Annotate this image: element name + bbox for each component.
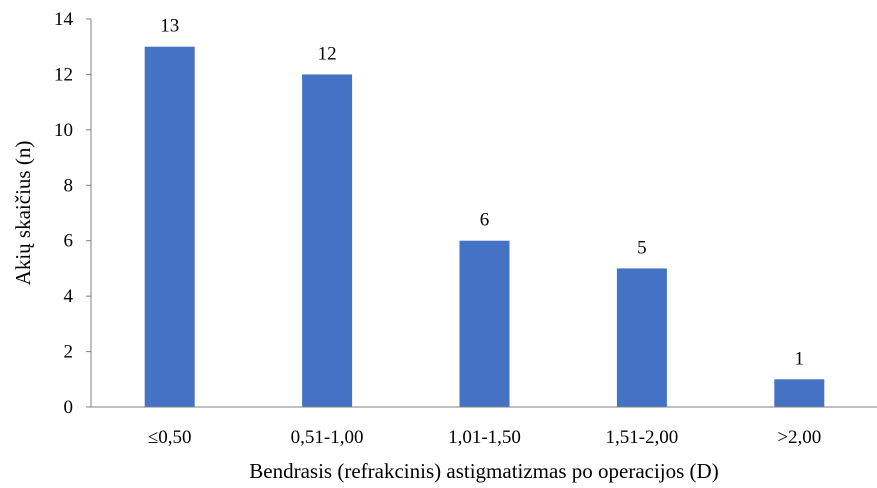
y-axis-ticks: 0 2 4 6 8 10 12 14: [54, 9, 91, 418]
bars: [144, 46, 825, 407]
y-tick-label: 2: [64, 342, 74, 363]
x-category-label: ≤0,50: [148, 427, 192, 448]
bar-data-label: 6: [480, 210, 490, 231]
x-axis-categories: ≤0,50 0,51-1,00 1,01-1,50 1,51-2,00 >2,00: [148, 427, 821, 448]
data-labels: 13 12 6 5 1: [160, 16, 804, 370]
y-tick-label: 12: [54, 64, 73, 85]
bar-data-label: 13: [160, 16, 179, 37]
y-tick-label: 8: [64, 175, 74, 196]
bar: [144, 46, 195, 407]
x-category-label: 1,01-1,50: [448, 427, 521, 448]
y-tick-label: 6: [64, 231, 74, 252]
y-tick-label: 0: [64, 397, 74, 418]
x-axis-title: Bendrasis (refrakcinis) astigmatizmas po…: [249, 459, 718, 483]
y-tick-label: 14: [54, 9, 74, 30]
bar: [774, 379, 825, 407]
x-category-label: >2,00: [777, 427, 821, 448]
y-tick-label: 10: [54, 120, 73, 141]
y-axis-title: Akių skaičius (n): [11, 141, 35, 286]
x-category-label: 0,51-1,00: [291, 427, 364, 448]
x-category-label: 1,51-2,00: [605, 427, 678, 448]
bar-data-label: 12: [318, 43, 337, 64]
bar: [302, 74, 353, 407]
bar-data-label: 1: [795, 348, 805, 369]
bar: [459, 240, 510, 407]
bar: [616, 268, 667, 407]
bar-data-label: 5: [637, 237, 647, 258]
y-tick-label: 4: [64, 286, 74, 307]
